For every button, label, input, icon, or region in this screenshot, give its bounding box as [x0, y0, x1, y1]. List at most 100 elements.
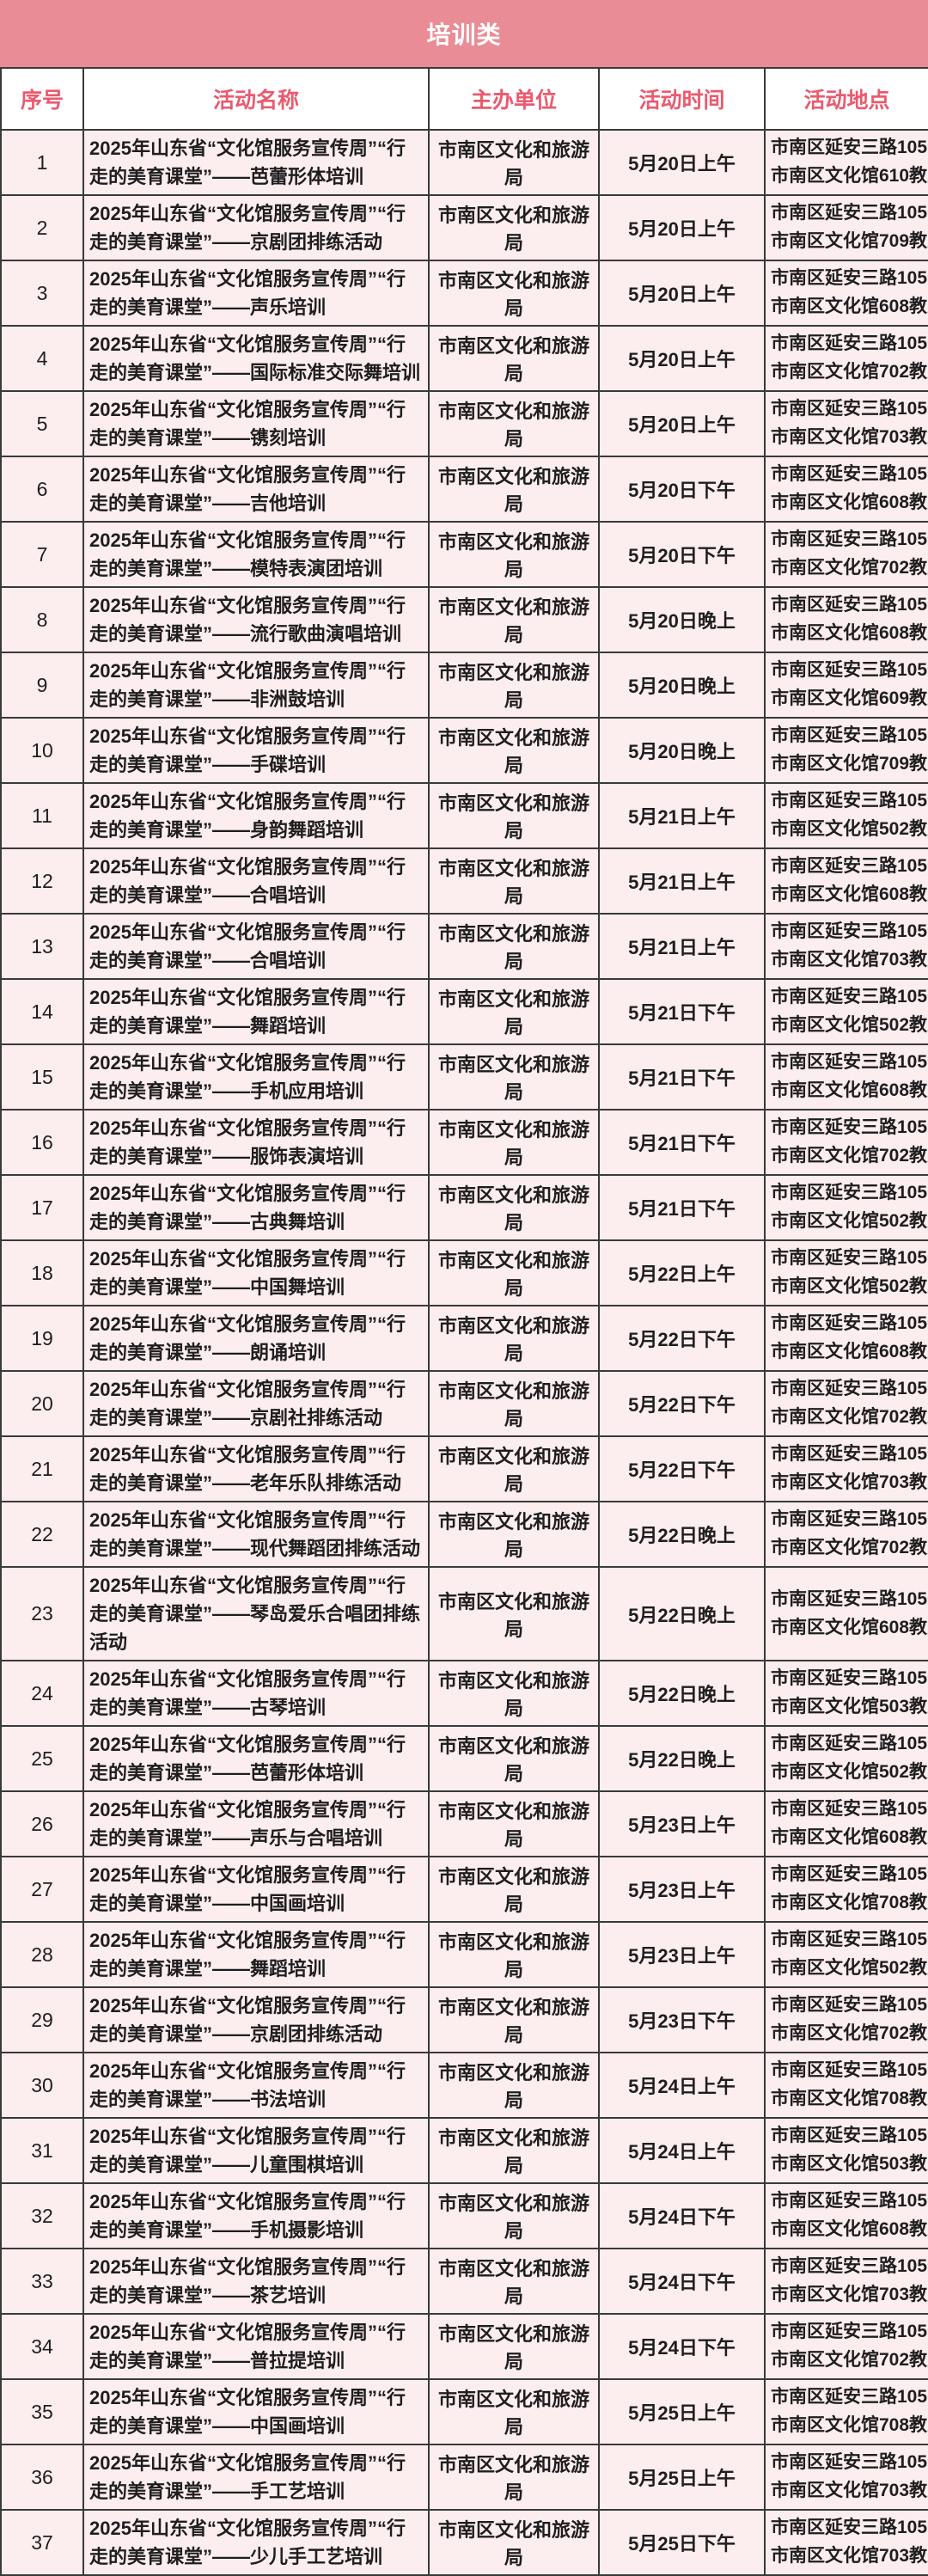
organizer-cell: 市南区文化和旅游局: [428, 2182, 600, 2249]
activity-time-cell: 5月23日上午: [598, 1856, 766, 1923]
location-line-2: 市南区文化馆608教室: [771, 1342, 928, 1361]
activity-name-cell: 2025年山东省“文化馆服务宣传周”“行走的美育课堂”——芭蕾形体培训: [82, 1725, 430, 1792]
location-line-2: 市南区文化馆608教室: [771, 2219, 928, 2239]
row-number-cell: 17: [0, 1174, 84, 1241]
organizer-cell: 市南区文化和旅游局: [428, 1790, 600, 1857]
organizer-cell: 市南区文化和旅游局: [428, 325, 600, 392]
activity-time-cell: 5月23日上午: [598, 1790, 766, 1857]
organizer-cell: 市南区文化和旅游局: [428, 2052, 600, 2119]
activity-time-cell: 5月22日晚上: [598, 1660, 766, 1727]
activity-time-cell: 5月21日下午: [598, 1174, 766, 1241]
location-line-1: 市南区延安三路105号: [771, 725, 928, 746]
organizer-cell: 市南区文化和旅游局: [428, 456, 600, 523]
column-header-org: 主办单位: [428, 67, 600, 131]
activity-time-cell: 5月20日上午: [598, 260, 766, 327]
table-row: 14 2025年山东省“文化馆服务宣传周”“行走的美育课堂”——舞蹈培训 市南区…: [0, 978, 928, 1045]
table-row: 32 2025年山东省“文化馆服务宣传周”“行走的美育课堂”——手机摄影培训 市…: [0, 2182, 928, 2249]
activity-time-cell: 5月24日上午: [598, 2052, 766, 2119]
location-line-1: 市南区延安三路105号: [771, 138, 928, 158]
location-line-2: 市南区文化馆702教室: [771, 1146, 928, 1166]
organizer-cell: 市南区文化和旅游局: [428, 1986, 600, 2053]
activity-location-cell: 市南区延安三路105号 市南区文化馆608教室: [764, 456, 928, 523]
activity-time-cell: 5月22日下午: [598, 1370, 766, 1437]
activity-time-cell: 5月21日上午: [598, 913, 766, 980]
row-number-cell: 22: [0, 1501, 84, 1568]
row-number-cell: 19: [0, 1305, 84, 1372]
activity-location-cell: 市南区延安三路105号 市南区文化馆608教室: [764, 1305, 928, 1372]
activity-location-cell: 市南区延安三路105号 市南区文化馆608教室: [764, 2182, 928, 2249]
organizer-cell: 市南区文化和旅游局: [428, 1435, 600, 1502]
activity-name-cell: 2025年山东省“文化馆服务宣传周”“行走的美育课堂”——古琴培训: [82, 1660, 430, 1727]
organizer-cell: 市南区文化和旅游局: [428, 2248, 600, 2315]
location-line-1: 市南区延安三路105号: [771, 856, 928, 877]
location-line-1: 市南区延安三路105号: [771, 595, 928, 615]
activity-location-cell: 市南区延安三路105号 市南区文化馆703教室: [764, 913, 928, 980]
activity-location-cell: 市南区延安三路105号 市南区文化馆608教室: [764, 1043, 928, 1111]
activity-time-cell: 5月22日晚上: [598, 1725, 766, 1792]
table-row: 24 2025年山东省“文化馆服务宣传周”“行走的美育课堂”——古琴培训 市南区…: [0, 1660, 928, 1727]
row-number-cell: 36: [0, 2444, 84, 2511]
table-row: 29 2025年山东省“文化馆服务宣传周”“行走的美育课堂”——京剧团排练活动 …: [0, 1986, 928, 2053]
activity-name-cell: 2025年山东省“文化馆服务宣传周”“行走的美育课堂”——手碟培训: [82, 717, 430, 784]
activity-name-cell: 2025年山东省“文化馆服务宣传周”“行走的美育课堂”——朗诵培训: [82, 1305, 430, 1372]
activity-location-cell: 市南区延安三路105号 市南区文化馆703教室: [764, 2248, 928, 2315]
location-line-2: 市南区文化馆709教室: [771, 231, 928, 251]
activity-name-cell: 2025年山东省“文化馆服务宣传周”“行走的美育课堂”——手工艺培训: [82, 2444, 430, 2511]
activity-name-cell: 2025年山东省“文化馆服务宣传周”“行走的美育课堂”——声乐培训: [82, 260, 430, 327]
organizer-cell: 市南区文化和旅游局: [428, 1921, 600, 1988]
row-number-cell: 14: [0, 978, 84, 1045]
table-row: 30 2025年山东省“文化馆服务宣传周”“行走的美育课堂”——书法培训 市南区…: [0, 2052, 928, 2119]
activity-time-cell: 5月24日下午: [598, 2182, 766, 2249]
table-title-bar: 培训类: [0, 0, 928, 67]
location-line-1: 市南区延安三路105号: [771, 529, 928, 550]
row-number-cell: 2: [0, 194, 84, 261]
table-row: 20 2025年山东省“文化馆服务宣传周”“行走的美育课堂”——京剧社排练活动 …: [0, 1370, 928, 1437]
activity-location-cell: 市南区延安三路105号 市南区文化馆502教室: [764, 1239, 928, 1306]
activity-name-cell: 2025年山东省“文化馆服务宣传周”“行走的美育课堂”——流行歌曲演唱培训: [82, 586, 430, 653]
row-number-cell: 13: [0, 913, 84, 980]
location-line-2: 市南区文化馆702教室: [771, 2350, 928, 2370]
organizer-cell: 市南区文化和旅游局: [428, 847, 600, 915]
row-number-cell: 4: [0, 325, 84, 392]
row-number-cell: 5: [0, 390, 84, 457]
activity-name-cell: 2025年山东省“文化馆服务宣传周”“行走的美育课堂”——儿童围棋培训: [82, 2117, 430, 2184]
activity-name-cell: 2025年山东省“文化馆服务宣传周”“行走的美育课堂”——国际标准交际舞培训: [82, 325, 430, 392]
activity-time-cell: 5月22日晚上: [598, 1501, 766, 1568]
activity-time-cell: 5月20日上午: [598, 390, 766, 457]
organizer-cell: 市南区文化和旅游局: [428, 129, 600, 196]
activity-name-cell: 2025年山东省“文化馆服务宣传周”“行走的美育课堂”——现代舞蹈团排练活动: [82, 1501, 430, 1568]
location-line-2: 市南区文化馆702教室: [771, 558, 928, 578]
activity-location-cell: 市南区延安三路105号 市南区文化馆703教室: [764, 2444, 928, 2511]
table-row: 2 2025年山东省“文化馆服务宣传周”“行走的美育课堂”——京剧团排练活动 市…: [0, 194, 928, 261]
organizer-cell: 市南区文化和旅游局: [428, 521, 600, 588]
location-line-2: 市南区文化馆709教室: [771, 754, 928, 774]
location-line-2: 市南区文化馆610教室: [771, 166, 928, 186]
row-number-cell: 26: [0, 1790, 84, 1857]
table-row: 34 2025年山东省“文化馆服务宣传周”“行走的美育课堂”——普拉提培训 市南…: [0, 2313, 928, 2380]
activity-name-cell: 2025年山东省“文化馆服务宣传周”“行走的美育课堂”——茶艺培训: [82, 2248, 430, 2315]
activity-time-cell: 5月21日下午: [598, 978, 766, 1045]
location-line-1: 市南区延安三路105号: [771, 1052, 928, 1073]
row-number-cell: 32: [0, 2182, 84, 2249]
location-line-2: 市南区文化馆502教室: [771, 1762, 928, 1782]
organizer-cell: 市南区文化和旅游局: [428, 2117, 600, 2184]
table-row: 8 2025年山东省“文化馆服务宣传周”“行走的美育课堂”——流行歌曲演唱培训 …: [0, 586, 928, 653]
activity-location-cell: 市南区延安三路105号 市南区文化馆708教室: [764, 2378, 928, 2445]
activity-time-cell: 5月21日下午: [598, 1109, 766, 1176]
activity-location-cell: 市南区延安三路105号 市南区文化馆703教室: [764, 2509, 928, 2576]
organizer-cell: 市南区文化和旅游局: [428, 1660, 600, 1727]
row-number-cell: 34: [0, 2313, 84, 2380]
activity-location-cell: 市南区延安三路105号 市南区文化馆502教室: [764, 1725, 928, 1792]
table-row: 22 2025年山东省“文化馆服务宣传周”“行走的美育课堂”——现代舞蹈团排练活…: [0, 1501, 928, 1568]
activity-name-cell: 2025年山东省“文化馆服务宣传周”“行走的美育课堂”——声乐与合唱培训: [82, 1790, 430, 1857]
activity-location-cell: 市南区延安三路105号 市南区文化馆703教室: [764, 1435, 928, 1502]
location-line-1: 市南区延安三路105号: [771, 1313, 928, 1334]
activity-time-cell: 5月23日下午: [598, 1986, 766, 2053]
row-number-cell: 23: [0, 1566, 84, 1661]
organizer-cell: 市南区文化和旅游局: [428, 1856, 600, 1923]
organizer-cell: 市南区文化和旅游局: [428, 1566, 600, 1661]
table-row: 18 2025年山东省“文化馆服务宣传周”“行走的美育课堂”——中国舞培训 市南…: [0, 1239, 928, 1306]
location-line-1: 市南区延安三路105号: [771, 2518, 928, 2538]
location-line-2: 市南区文化馆702教室: [771, 1538, 928, 1557]
